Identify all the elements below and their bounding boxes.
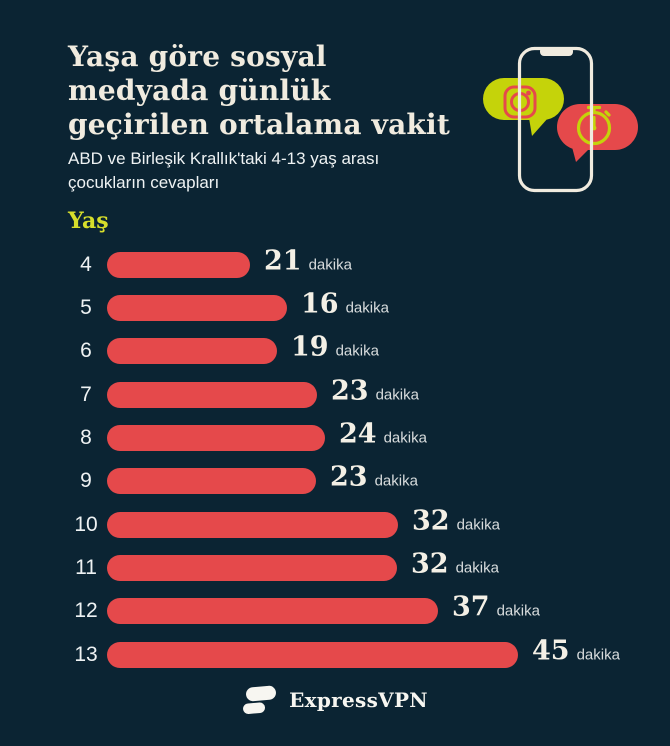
bar-row: 12 37 dakika bbox=[0, 590, 670, 633]
value-unit: dakika bbox=[383, 429, 427, 447]
bar-row: 7 23 dakika bbox=[0, 373, 670, 416]
axis-label: Yaş bbox=[68, 208, 109, 234]
bar-chart: 4 21 dakika 5 16 dakika 6 19 dakika 7 23 dakika 8 24 d… bbox=[0, 243, 670, 677]
value-number: 32 bbox=[412, 505, 450, 537]
footer: ExpressVPN bbox=[0, 683, 670, 717]
speech-bubble bbox=[483, 78, 564, 120]
value-label: 32 dakika bbox=[411, 548, 499, 583]
subtitle-line: çocukların cevapları bbox=[68, 173, 220, 192]
title-line: medyada günlük bbox=[68, 74, 331, 107]
value-number: 23 bbox=[330, 462, 368, 494]
value-number: 24 bbox=[339, 418, 377, 450]
bar bbox=[107, 511, 398, 538]
value-unit: dakika bbox=[456, 516, 500, 534]
age-label: 13 bbox=[74, 642, 98, 666]
value-label: 32 dakika bbox=[412, 507, 500, 539]
value-number: 23 bbox=[331, 375, 369, 407]
speech-bubble-tail bbox=[529, 118, 548, 136]
subtitle-line: ABD ve Birleşik Krallık'taki 4-13 yaş ar… bbox=[68, 149, 380, 168]
subtitle: ABD ve Birleşik Krallık'taki 4-13 yaş ar… bbox=[68, 147, 468, 195]
bar-row: 13 45 dakika bbox=[0, 633, 670, 676]
page-title: Yaşa göre sosyal medyada günlük geçirile… bbox=[68, 40, 498, 142]
value-label: 23 dakika bbox=[330, 464, 418, 496]
title-line: Yaşa göre sosyal bbox=[68, 40, 327, 73]
bar bbox=[107, 641, 518, 668]
bar bbox=[107, 251, 250, 278]
value-label: 24 dakika bbox=[339, 418, 427, 453]
bar bbox=[107, 425, 325, 452]
value-label: 19 dakika bbox=[291, 334, 379, 366]
value-unit: dakika bbox=[496, 603, 540, 621]
bar bbox=[107, 468, 316, 495]
smartphone-icon bbox=[517, 46, 594, 193]
value-unit: dakika bbox=[375, 386, 419, 404]
age-label: 8 bbox=[80, 426, 92, 450]
bar-row: 8 24 dakika bbox=[0, 416, 670, 459]
age-label: 4 bbox=[80, 252, 92, 276]
bar-row: 5 16 dakika bbox=[0, 286, 670, 329]
value-label: 23 dakika bbox=[331, 377, 419, 409]
value-unit: dakika bbox=[576, 646, 620, 664]
bar-row: 6 19 dakika bbox=[0, 330, 670, 373]
bar bbox=[107, 598, 438, 625]
bar bbox=[107, 555, 397, 582]
brand-wordmark: ExpressVPN bbox=[289, 688, 428, 712]
speech-bubble bbox=[557, 104, 638, 150]
age-label: 11 bbox=[75, 556, 97, 580]
value-unit: dakika bbox=[345, 299, 389, 317]
bar bbox=[107, 295, 287, 322]
age-label: 6 bbox=[80, 339, 92, 363]
age-label: 5 bbox=[80, 296, 92, 320]
value-unit: dakika bbox=[335, 343, 379, 361]
stopwatch-speech-bubble bbox=[557, 104, 638, 162]
value-number: 16 bbox=[301, 288, 339, 320]
bar-row: 9 23 dakika bbox=[0, 460, 670, 503]
value-label: 16 dakika bbox=[301, 288, 389, 323]
age-label: 9 bbox=[80, 469, 92, 493]
value-number: 37 bbox=[452, 592, 490, 624]
value-label: 21 dakika bbox=[264, 247, 352, 279]
value-number: 21 bbox=[264, 245, 302, 277]
phone-illustration bbox=[483, 46, 638, 193]
value-label: 45 dakika bbox=[532, 635, 620, 670]
bar bbox=[107, 338, 277, 365]
value-number: 32 bbox=[411, 548, 449, 580]
value-number: 45 bbox=[532, 635, 570, 667]
bar-row: 4 21 dakika bbox=[0, 243, 670, 286]
instagram-speech-bubble bbox=[483, 78, 564, 136]
speech-bubble-tail bbox=[572, 147, 591, 162]
value-unit: dakika bbox=[374, 473, 418, 491]
value-unit: dakika bbox=[455, 559, 499, 577]
age-label: 12 bbox=[74, 599, 98, 623]
value-number: 19 bbox=[291, 332, 329, 364]
bar-row: 10 32 dakika bbox=[0, 503, 670, 546]
value-label: 37 dakika bbox=[452, 594, 540, 626]
expressvpn-logo-icon bbox=[243, 685, 277, 715]
bar-row: 11 32 dakika bbox=[0, 546, 670, 589]
age-label: 7 bbox=[80, 382, 92, 406]
bar bbox=[107, 381, 317, 408]
age-label: 10 bbox=[74, 512, 98, 536]
value-unit: dakika bbox=[308, 256, 352, 274]
title-line: geçirilen ortalama vakit bbox=[68, 108, 451, 141]
